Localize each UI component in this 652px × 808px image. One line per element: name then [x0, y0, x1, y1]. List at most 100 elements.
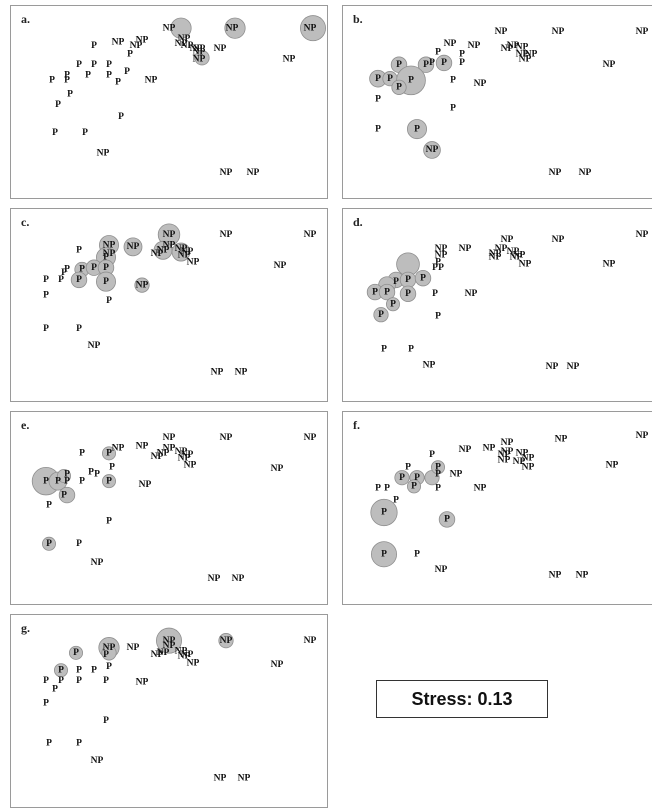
point-label-p-0-29: P — [55, 100, 61, 110]
point-label-p-0-21: P — [106, 60, 112, 70]
bubble-2-10 — [96, 271, 117, 292]
point-label-np-4-7: NP — [175, 447, 188, 457]
point-label-np-5-2: NP — [636, 431, 649, 441]
point-label-p-2-27: P — [106, 296, 112, 306]
point-label-p-4-15: P — [109, 462, 115, 472]
point-label-p-4-21: P — [55, 476, 61, 486]
point-label-np-3-13: NP — [510, 252, 523, 262]
point-label-np-3-6: NP — [489, 249, 502, 259]
point-label-np-2-32: NP — [235, 367, 248, 377]
point-label-np-3-2: NP — [636, 230, 649, 240]
point-label-p-1-22: P — [450, 76, 456, 86]
point-label-np-5-8: NP — [522, 454, 535, 464]
point-label-p-0-20: P — [91, 60, 97, 70]
point-label-np-1-2: NP — [636, 27, 649, 37]
point-label-np-1-3: NP — [444, 39, 457, 49]
bubble-2-4 — [171, 242, 191, 262]
point-label-np-6-12: NP — [178, 652, 191, 662]
point-label-p-0-30: P — [118, 112, 124, 122]
point-label-np-0-34: NP — [220, 168, 233, 178]
point-label-np-4-8: NP — [181, 450, 194, 460]
point-label-p-3-29: P — [408, 345, 414, 355]
point-label-np-5-31: NP — [549, 570, 562, 580]
point-label-np-1-5: NP — [507, 41, 520, 51]
bubble-1-2 — [435, 54, 453, 72]
point-label-np-4-2: NP — [304, 433, 317, 443]
point-label-np-4-1: NP — [220, 433, 233, 443]
bubble-1-1 — [417, 56, 435, 73]
point-label-p-1-16: P — [429, 58, 435, 68]
bubble-5-6 — [370, 541, 398, 568]
point-label-np-3-1: NP — [552, 235, 565, 245]
point-label-p-5-27: P — [444, 515, 450, 525]
point-label-np-3-3: NP — [435, 244, 448, 254]
point-label-p-0-28: P — [67, 89, 73, 99]
point-label-np-5-12: NP — [513, 457, 526, 467]
point-label-p-1-10: P — [459, 49, 465, 59]
point-label-np-1-1: NP — [552, 27, 565, 37]
point-label-p-3-17: P — [420, 273, 426, 283]
bubble-2-2 — [123, 237, 143, 257]
point-label-p-1-19: P — [375, 74, 381, 84]
point-label-p-2-17: P — [91, 263, 97, 273]
point-label-np-3-14: NP — [519, 259, 532, 269]
point-label-np-1-30: NP — [549, 168, 562, 178]
bubble-3-6 — [378, 283, 396, 301]
point-label-p-5-29: P — [414, 549, 420, 559]
point-label-np-3-4: NP — [459, 244, 472, 254]
point-label-np-5-17: NP — [450, 469, 463, 479]
point-label-p-2-9: P — [76, 246, 82, 256]
point-label-np-5-1: NP — [555, 435, 568, 445]
point-label-np-6-7: NP — [175, 646, 188, 656]
point-label-np-4-13: NP — [184, 461, 197, 471]
point-label-np-0-14: NP — [193, 48, 206, 58]
point-label-np-0-10: NP — [130, 41, 143, 51]
point-label-np-4-0: NP — [163, 433, 176, 443]
point-label-p-6-24: P — [52, 685, 58, 695]
point-label-np-1-23: NP — [474, 79, 487, 89]
point-label-p-5-25: P — [393, 495, 399, 505]
point-label-np-1-4: NP — [468, 41, 481, 51]
point-label-p-4-29: P — [76, 539, 82, 549]
bubble-3-3 — [414, 269, 432, 287]
point-label-p-0-26: P — [64, 76, 70, 86]
point-label-p-3-20: P — [372, 287, 378, 297]
bubble-0-1 — [224, 17, 246, 39]
point-label-p-5-9: P — [429, 450, 435, 460]
point-label-p-0-11: P — [91, 41, 97, 51]
point-label-p-1-28: P — [414, 124, 420, 134]
point-label-np-2-6: NP — [157, 246, 170, 256]
point-label-np-0-2: NP — [304, 23, 317, 33]
point-label-p-4-28: P — [46, 539, 52, 549]
point-label-p-0-25: P — [49, 76, 55, 86]
point-label-p-3-27: P — [435, 312, 441, 322]
point-label-p-6-10: P — [103, 650, 109, 660]
stress-value: Stress: 0.13 — [411, 688, 513, 709]
point-label-np-5-4: NP — [483, 443, 496, 453]
point-label-np-0-8: NP — [190, 44, 203, 54]
point-label-np-5-14: NP — [606, 461, 619, 471]
point-label-p-3-11: P — [438, 263, 444, 273]
point-label-np-6-13: NP — [187, 658, 200, 668]
point-label-p-6-16: P — [91, 665, 97, 675]
bubble-2-11 — [134, 277, 150, 293]
point-label-p-2-21: P — [58, 275, 64, 285]
point-label-p-6-26: P — [103, 716, 109, 726]
point-label-np-2-3: NP — [103, 240, 116, 250]
bubble-5-7 — [431, 460, 446, 475]
point-label-p-5-20: P — [411, 482, 417, 492]
point-label-p-4-20: P — [43, 476, 49, 486]
point-label-np-0-6: NP — [175, 39, 188, 49]
point-label-p-1-25: P — [375, 95, 381, 105]
point-label-p-3-18: P — [405, 275, 411, 285]
point-label-p-5-26: P — [381, 508, 387, 518]
bubble-1-7 — [407, 119, 428, 140]
point-label-np-0-13: NP — [193, 44, 206, 54]
point-label-np-6-30: NP — [214, 773, 227, 783]
bubble-4-3 — [41, 536, 56, 551]
point-label-p-5-21: P — [384, 483, 390, 493]
bubble-5-3 — [407, 479, 422, 494]
point-label-p-4-22: P — [79, 476, 85, 486]
